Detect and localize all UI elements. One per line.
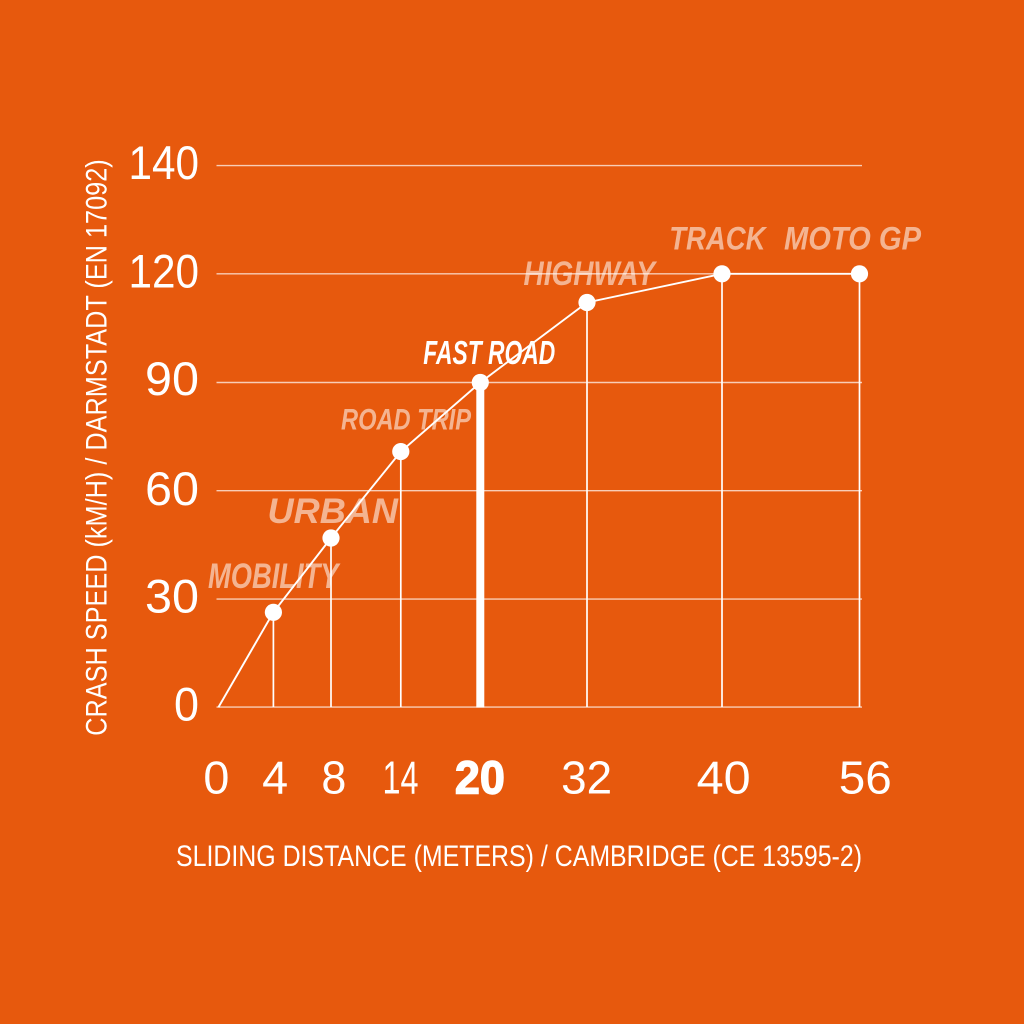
svg-text:140: 140 (129, 137, 200, 190)
svg-text:20: 20 (455, 752, 505, 804)
svg-text:40: 40 (697, 752, 751, 804)
svg-text:MOTO GP: MOTO GP (784, 220, 921, 256)
svg-text:0: 0 (174, 678, 199, 731)
svg-text:60: 60 (145, 463, 199, 516)
svg-text:4: 4 (262, 752, 288, 804)
svg-text:SLIDING DISTANCE (METERS) / CA: SLIDING DISTANCE (METERS) / CAMBRIDGE (C… (176, 840, 862, 873)
svg-text:32: 32 (561, 752, 612, 804)
svg-text:MOBILITY: MOBILITY (208, 557, 341, 596)
svg-text:URBAN: URBAN (268, 492, 399, 531)
svg-text:120: 120 (129, 246, 200, 299)
svg-text:56: 56 (839, 752, 892, 804)
svg-text:8: 8 (321, 752, 346, 804)
svg-text:90: 90 (145, 353, 199, 406)
svg-text:ROAD TRIP: ROAD TRIP (341, 404, 472, 437)
svg-text:CRASH SPEED (kM/H) / DARMSTADT: CRASH SPEED (kM/H) / DARMSTADT (EN 17092… (81, 159, 114, 736)
svg-text:14: 14 (383, 752, 419, 804)
svg-text:FAST ROAD: FAST ROAD (423, 334, 555, 371)
svg-text:TRACK: TRACK (669, 220, 767, 256)
svg-text:0: 0 (203, 752, 229, 804)
svg-text:30: 30 (145, 571, 199, 624)
